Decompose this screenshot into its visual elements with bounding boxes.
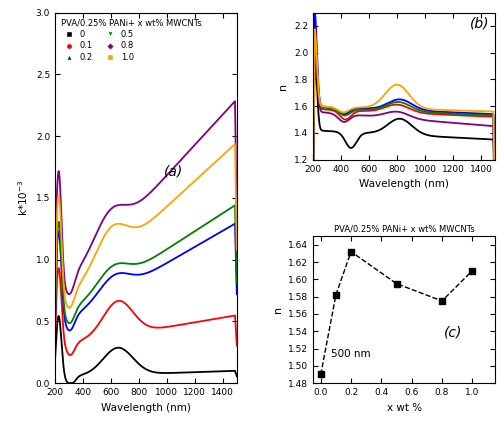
X-axis label: Wavelength (nm): Wavelength (nm) [359,179,449,189]
Y-axis label: k*10$^{-3}$: k*10$^{-3}$ [16,179,30,216]
Text: PVA/0.25% PANi+ x wt% MWCNTs: PVA/0.25% PANi+ x wt% MWCNTs [334,225,474,234]
Legend: 0, 0.1, 0.2, 0.5, 0.8, 1.0: 0, 0.1, 0.2, 0.5, 0.8, 1.0 [59,17,203,64]
Y-axis label: n: n [278,83,288,90]
Text: (b): (b) [470,16,489,30]
Text: (c): (c) [444,325,462,339]
Text: 500 nm: 500 nm [332,349,371,359]
X-axis label: Wavelength (nm): Wavelength (nm) [101,402,191,413]
X-axis label: x wt %: x wt % [386,402,422,413]
Y-axis label: n: n [272,306,282,313]
Text: (a): (a) [164,165,184,179]
